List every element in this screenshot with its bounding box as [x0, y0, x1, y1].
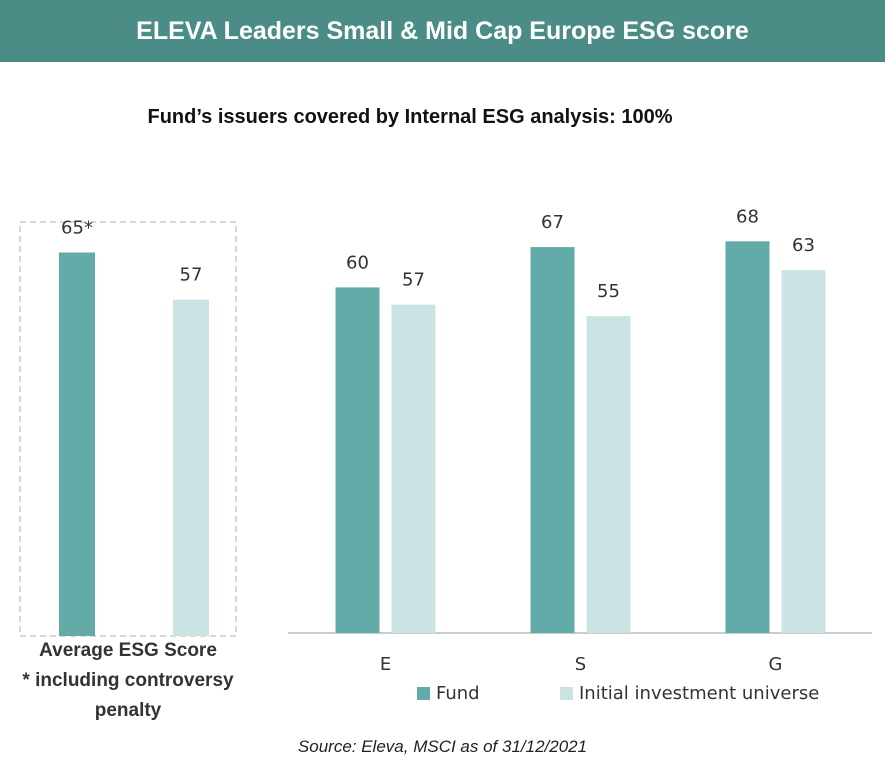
bar [335, 287, 380, 633]
x-tick-label: S [575, 654, 586, 675]
legend-label: Initial investment universe [579, 683, 819, 704]
data-label: 57 [402, 270, 425, 291]
bar [781, 270, 826, 633]
header: ELEVA Leaders Small & Mid Cap Europe ESG… [0, 0, 885, 62]
data-label: 67 [541, 212, 564, 233]
highlight-box [19, 221, 237, 637]
data-label: 57 [180, 265, 203, 286]
bar [173, 299, 209, 636]
data-label: 63 [792, 235, 815, 256]
data-label: 68 [736, 206, 759, 227]
data-label: 60 [346, 252, 369, 273]
bar [725, 241, 770, 633]
bar [530, 247, 575, 633]
legend-swatch [417, 687, 430, 700]
x-tick-label: E [380, 654, 391, 675]
source: Source: Eleva, MSCI as of 31/12/2021 [297, 737, 588, 756]
bar [586, 316, 631, 633]
x-tick-label: G [769, 654, 783, 675]
bar [59, 252, 95, 636]
bar [391, 304, 436, 633]
legend-label: Fund [436, 683, 480, 704]
subtitle: Fund’s issuers covered by Internal ESG a… [147, 106, 673, 128]
legend-swatch [560, 687, 573, 700]
data-label: 65* [61, 218, 93, 239]
footnote: * including controversy penalty [22, 670, 234, 721]
category-label: Average ESG Score [39, 640, 217, 661]
data-label: 55 [597, 281, 620, 302]
